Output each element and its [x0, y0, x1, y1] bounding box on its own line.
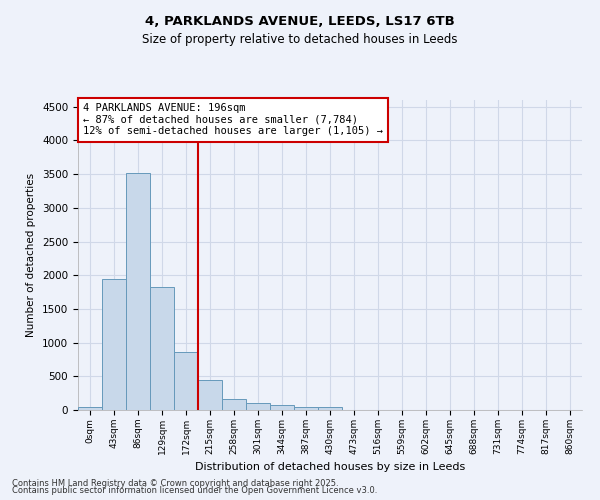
Text: Size of property relative to detached houses in Leeds: Size of property relative to detached ho… [142, 32, 458, 46]
Bar [295, 406, 317, 410]
Bar [247, 404, 269, 410]
Bar [271, 406, 293, 410]
Text: 4 PARKLANDS AVENUE: 196sqm
← 87% of detached houses are smaller (7,784)
12% of s: 4 PARKLANDS AVENUE: 196sqm ← 87% of deta… [83, 103, 383, 136]
Y-axis label: Number of detached properties: Number of detached properties [26, 173, 37, 337]
Bar [103, 278, 125, 410]
Text: Contains HM Land Registry data © Crown copyright and database right 2025.: Contains HM Land Registry data © Crown c… [12, 478, 338, 488]
Bar [319, 406, 341, 410]
Bar [127, 173, 149, 410]
Bar [79, 406, 101, 410]
Bar [223, 398, 245, 410]
Text: Contains public sector information licensed under the Open Government Licence v3: Contains public sector information licen… [12, 486, 377, 495]
X-axis label: Distribution of detached houses by size in Leeds: Distribution of detached houses by size … [195, 462, 465, 472]
Bar [199, 380, 221, 410]
Text: 4, PARKLANDS AVENUE, LEEDS, LS17 6TB: 4, PARKLANDS AVENUE, LEEDS, LS17 6TB [145, 15, 455, 28]
Bar [175, 352, 197, 410]
Bar [151, 288, 173, 410]
